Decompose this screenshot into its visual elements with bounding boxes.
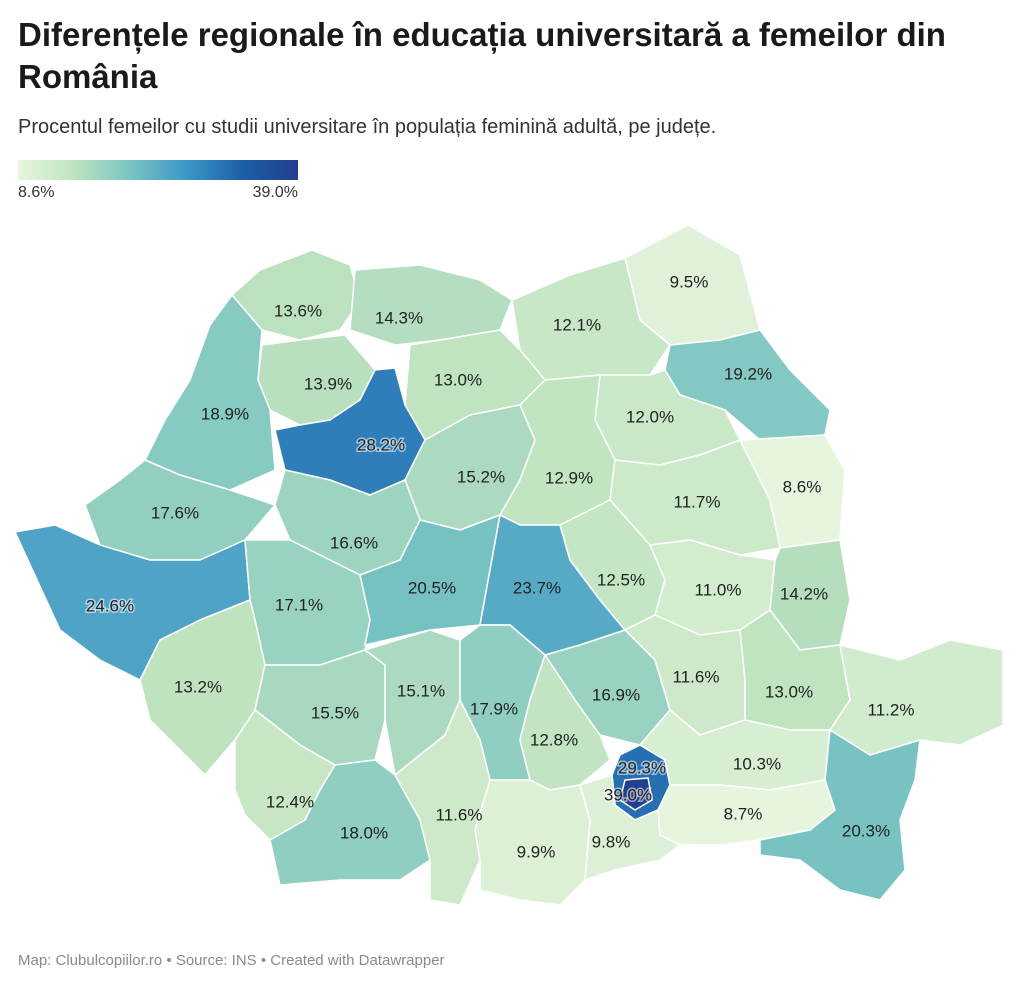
county-value-label: 12.4%	[266, 792, 314, 811]
county-value-label: 15.2%	[457, 467, 505, 486]
county-value-label: 11.6%	[673, 667, 720, 686]
county-value-label: 9.5%	[670, 272, 709, 291]
county-value-label: 17.9%	[470, 699, 518, 718]
county-region[interactable]	[269, 759, 431, 886]
county-value-label: 12.5%	[597, 570, 645, 589]
county-value-label: 11.0%	[695, 580, 742, 599]
county-value-label: 11.7%	[674, 492, 721, 511]
county-value-label: 16.6%	[330, 533, 378, 552]
legend-labels: 8.6% 39.0%	[18, 184, 298, 204]
county-value-label: 23.7%	[513, 578, 561, 597]
county-region[interactable]	[579, 774, 681, 881]
legend-max-label: 39.0%	[252, 184, 298, 201]
county-region[interactable]	[144, 294, 276, 491]
county-value-label: 9.9%	[517, 842, 556, 861]
county-value-label: 8.6%	[783, 477, 822, 496]
county-value-label: 11.6%	[436, 805, 483, 824]
county-region[interactable]	[619, 777, 653, 811]
county-value-label: 24.6%	[86, 596, 134, 615]
county-value-label: 10.3%	[733, 754, 781, 773]
county-value-label: 15.1%	[397, 681, 445, 700]
map-footer-credits: Map: Clubulcopiilor.ro • Source: INS • C…	[18, 952, 445, 969]
county-value-label: 16.9%	[592, 685, 640, 704]
color-legend: 8.6% 39.0%	[18, 160, 298, 204]
county-value-label: 12.8%	[530, 730, 578, 749]
county-value-label: 13.9%	[304, 374, 352, 393]
county-value-label: 39.0%	[604, 785, 652, 804]
county-value-label: 12.0%	[626, 407, 674, 426]
county-value-label: 13.6%	[274, 301, 322, 320]
county-value-label: 12.1%	[553, 315, 601, 334]
county-value-label: 11.2%	[868, 700, 915, 719]
county-value-label: 20.3%	[842, 821, 890, 840]
legend-min-label: 8.6%	[18, 184, 55, 201]
county-value-label: 13.0%	[765, 682, 813, 701]
map-subtitle: Procentul femeilor cu studii universitar…	[18, 116, 717, 138]
county-region[interactable]	[474, 779, 591, 906]
county-value-label: 14.3%	[375, 308, 423, 327]
county-value-label: 13.0%	[434, 370, 482, 389]
county-value-label: 17.1%	[275, 595, 323, 614]
county-region[interactable]	[759, 729, 921, 901]
county-value-label: 17.6%	[151, 503, 199, 522]
county-value-label: 14.2%	[780, 584, 828, 603]
county-value-label: 15.5%	[311, 703, 359, 722]
county-value-label: 18.0%	[340, 823, 388, 842]
map-title: Diferențele regionale în educația univer…	[18, 16, 946, 95]
county-value-label: 18.9%	[201, 404, 249, 423]
county-value-label: 13.2%	[174, 677, 222, 696]
county-value-label: 12.9%	[545, 468, 593, 487]
county-value-label: 8.7%	[724, 804, 763, 823]
legend-gradient-bar	[18, 160, 298, 180]
county-region[interactable]	[829, 639, 1004, 756]
county-value-label: 28.2%	[357, 435, 405, 454]
county-value-label: 20.5%	[408, 578, 456, 597]
county-value-label: 29.3%	[618, 758, 666, 777]
county-value-label: 9.8%	[592, 832, 631, 851]
county-value-label: 19.2%	[724, 364, 772, 383]
